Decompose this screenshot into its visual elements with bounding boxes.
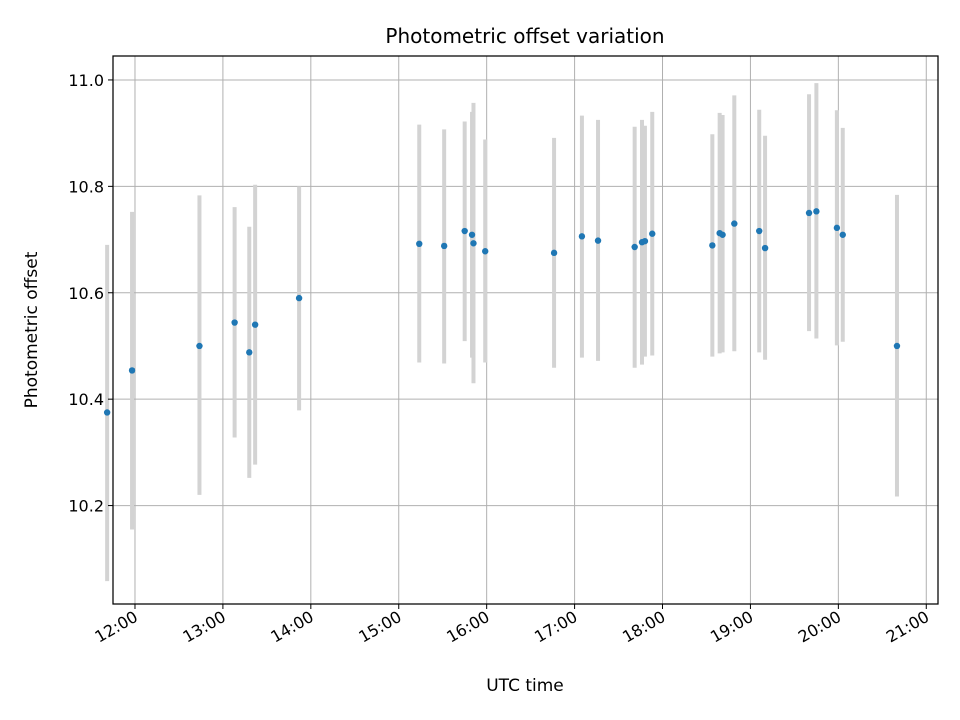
x-tick-label: 18:00: [619, 607, 668, 647]
data-point: [295, 294, 303, 302]
data-point: [719, 231, 726, 238]
y-tick-label: 10.6: [68, 284, 104, 303]
data-point: [893, 342, 901, 350]
data-point: [709, 242, 716, 249]
grid-lines: [113, 56, 938, 604]
y-tick-label: 10.2: [68, 497, 104, 516]
data-point: [578, 233, 586, 240]
data-point: [594, 237, 602, 244]
y-tick-label: 10.8: [68, 177, 104, 196]
data-point: [641, 237, 649, 245]
data-point: [756, 227, 763, 235]
y-axis-label: Photometric offset: [22, 251, 42, 408]
data-point: [470, 240, 477, 247]
data-point: [731, 220, 738, 227]
x-tick-label: 20:00: [795, 607, 844, 647]
data-point: [761, 244, 769, 252]
data-point: [482, 248, 489, 255]
data-points: [103, 208, 901, 416]
x-tick-label: 16:00: [443, 607, 492, 647]
chart-title: Photometric offset variation: [385, 24, 664, 48]
data-point: [231, 319, 238, 326]
data-point: [103, 409, 111, 416]
plot-area-frame: [112, 55, 939, 605]
y-tick-label: 10.4: [68, 390, 104, 409]
data-point: [833, 224, 841, 232]
data-point: [461, 227, 468, 235]
x-tick-label: 17:00: [531, 607, 580, 647]
data-point: [246, 349, 253, 356]
data-point: [550, 249, 558, 257]
y-axis-ticks: 10.2 10.4 10.6 10.8 11.0: [68, 71, 113, 516]
x-tick-label: 14:00: [267, 607, 316, 647]
data-point: [196, 342, 203, 350]
x-tick-label: 15:00: [355, 607, 404, 647]
data-point: [839, 231, 846, 238]
y-tick-label: 11.0: [68, 71, 104, 90]
data-point: [813, 208, 820, 215]
x-tick-label: 21:00: [883, 607, 932, 647]
data-point: [649, 230, 656, 237]
data-point: [128, 367, 136, 374]
x-axis-ticks: 12:00 13:00 14:00 15:00 16:00 17:00 18:00 19:00…: [92, 604, 932, 647]
error-bars: [105, 83, 899, 582]
x-tick-label: 19:00: [707, 607, 756, 647]
data-point: [631, 243, 638, 251]
data-point: [805, 209, 813, 217]
x-axis-label: UTC time: [486, 676, 564, 696]
data-point: [416, 240, 423, 248]
x-tick-label: 12:00: [92, 607, 141, 647]
x-tick-label: 13:00: [179, 607, 228, 647]
data-point: [251, 321, 259, 328]
data-point: [468, 231, 476, 238]
data-point: [440, 242, 448, 250]
